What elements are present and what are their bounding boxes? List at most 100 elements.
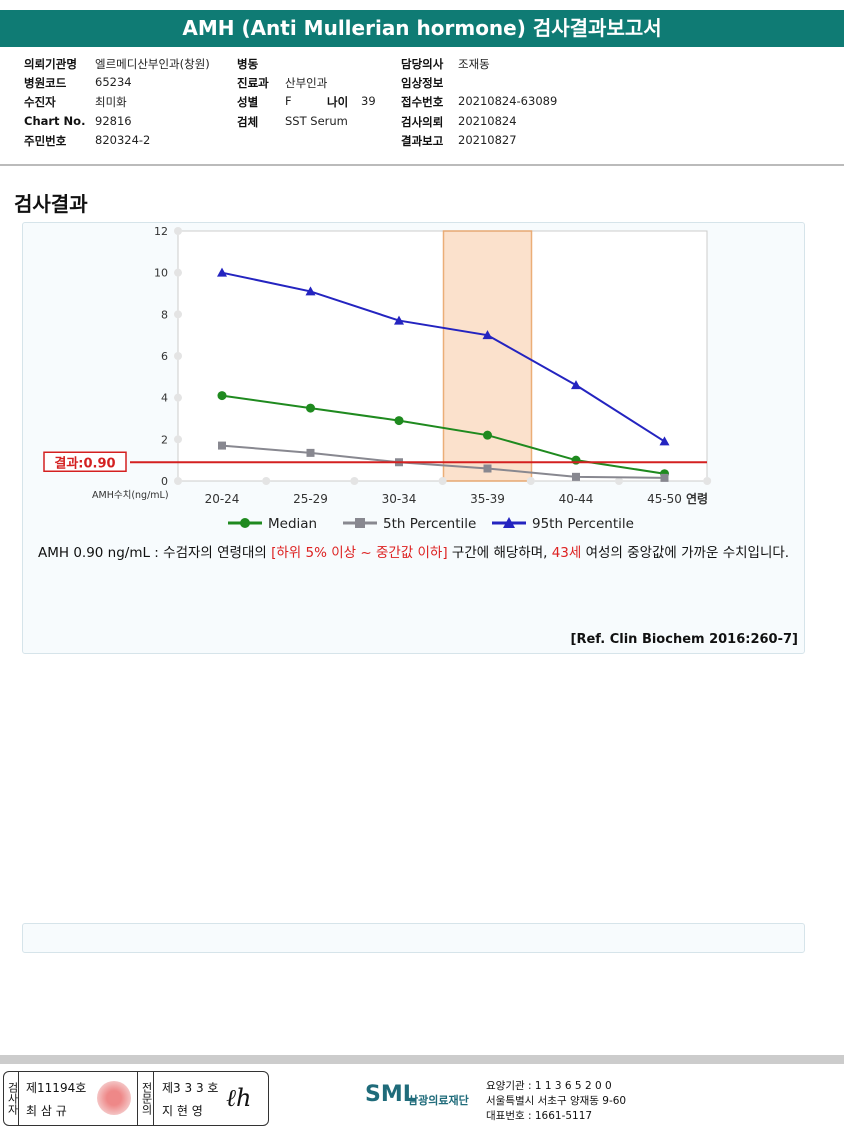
phone: 대표번호 : 1661-5117 — [486, 1110, 593, 1122]
p95-point — [394, 315, 404, 325]
footer — [0, 1055, 844, 1135]
y-tick-dot — [174, 393, 182, 402]
p95-point — [659, 436, 670, 446]
info-value: 산부인과 — [285, 76, 328, 90]
x-tick-dot — [262, 477, 271, 485]
y-tick-label: 12 — [154, 225, 168, 238]
info-label: 임상정보 — [401, 76, 444, 90]
info-value: 최미화 — [95, 95, 127, 109]
text-c: 구간에 해당하며, — [447, 545, 552, 561]
signature-icon: ℓh — [226, 1084, 252, 1112]
reference: [Ref. Clin Biochem 2016:260-7] — [570, 632, 798, 647]
text-e: 여성의 중앙값에 가까운 수치입니다. — [581, 545, 790, 561]
info-value: F — [285, 94, 292, 108]
p95-point — [305, 286, 316, 296]
legend-label: 5th Percentile — [383, 516, 476, 532]
y-tick-dot — [174, 268, 182, 277]
p95-point — [571, 380, 581, 390]
x-tick-label: 25-29 — [293, 492, 328, 506]
x-tick-dot — [615, 477, 623, 485]
doctor-no: 제3 3 3 호 — [162, 1081, 219, 1095]
plot-area — [177, 230, 708, 482]
info-value: 92816 — [95, 114, 132, 128]
y-tick-label: 10 — [154, 267, 168, 280]
median-point — [306, 403, 315, 413]
inspector-no: 제11194호 — [26, 1081, 87, 1095]
y-tick-dot — [174, 352, 182, 360]
y-tick-label: 2 — [161, 433, 168, 446]
signature-box: 검사자 제11194호 최 삼 규 전문의 제3 3 3 호 지 현 영 ℓh — [3, 1071, 269, 1126]
y-tick-label: 4 — [161, 392, 168, 405]
median-point — [217, 391, 227, 401]
info-label: 나이 — [327, 95, 349, 109]
y-tick-dot — [174, 435, 182, 444]
series-line-1 — [221, 444, 665, 479]
x-tick-label: 20-24 — [205, 492, 240, 506]
info-value: 20210824 — [458, 114, 517, 128]
median-point — [571, 455, 581, 465]
info-value: 65234 — [95, 75, 132, 89]
info-label: 검사의뢰 — [401, 115, 444, 129]
y-tick-dot — [174, 310, 182, 319]
info-value: 엘르메디산부인과(창원) — [95, 57, 210, 71]
y-tick-dot — [174, 477, 182, 485]
info-label: 성별 — [237, 95, 259, 109]
y-tick-label: 0 — [161, 475, 168, 488]
p5-point — [660, 473, 669, 482]
x-axis-label: 연령 — [686, 491, 708, 506]
x-tick-dot — [703, 477, 712, 485]
info-label: 담당의사 — [401, 57, 444, 71]
info-label: 주민번호 — [24, 134, 67, 148]
x-tick-label: 35-39 — [470, 492, 505, 506]
x-tick-dot — [438, 477, 447, 485]
sml-logo: SML — [365, 1082, 417, 1107]
report-title: AMH (Anti Mullerian hormone) 검사결과보고서 — [0, 10, 844, 47]
doctor-label: 전문의 — [137, 1072, 154, 1125]
text-age: 43세 — [551, 545, 582, 561]
info-label: 병원코드 — [24, 76, 67, 90]
p5-point — [218, 441, 226, 450]
p5-point — [572, 472, 580, 481]
info-label: 수진자 — [24, 95, 56, 109]
info-value: 39 — [361, 94, 376, 108]
text-a: AMH 0.90 ng/mL : 수검자의 연령대의 — [38, 545, 272, 561]
info-label: 결과보고 — [401, 134, 444, 148]
info-label: Chart No. — [24, 114, 86, 128]
inspector-name: 최 삼 규 — [26, 1104, 67, 1118]
doctor-name: 지 현 영 — [162, 1104, 203, 1118]
x-tick-label: 40-44 — [559, 492, 594, 506]
text-range: [하위 5% 이상 ~ 중간값 이하] — [271, 545, 448, 561]
info-value: SST Serum — [285, 114, 348, 128]
seal-icon — [97, 1081, 131, 1115]
info-label: 병동 — [237, 57, 259, 71]
legend-marker — [240, 518, 250, 528]
x-tick-dot — [526, 477, 535, 485]
empty-panel — [22, 923, 805, 953]
series-line-2 — [221, 271, 666, 443]
result-label: 결과:0.90 — [54, 455, 115, 471]
p5-point — [306, 448, 315, 457]
amh-chart: 0 2 4 6 8 10 12 20-24 25-29 30-34 35-39 40-44 45-50 연… — [43, 225, 712, 532]
result-text: AMH 0.90 ng/mL : 수검자의 연령대의 [하위 5% 이상 ~ 중… — [38, 543, 798, 564]
legend-marker — [355, 518, 365, 528]
legend-marker — [503, 517, 515, 528]
info-label: 진료과 — [237, 76, 269, 90]
info-value: 820324-2 — [95, 133, 151, 147]
legend-label: 95th Percentile — [532, 516, 634, 532]
section-title: 검사결과 — [14, 192, 88, 216]
p5-point — [483, 464, 492, 473]
info-label: 검체 — [237, 115, 259, 129]
x-tick-label: 45-50 — [647, 492, 682, 506]
p95-point — [217, 267, 227, 277]
info-value: 20210824-63089 — [458, 94, 558, 108]
median-point — [394, 416, 404, 426]
org-name: 삼광의료재단 — [408, 1094, 469, 1107]
address: 서울특별시 서초구 양재동 9-60 — [486, 1095, 627, 1107]
legend-label: Median — [268, 516, 317, 532]
institution-code: 요양기관 : 1 1 3 6 5 2 0 0 — [486, 1080, 612, 1092]
result-label-box — [43, 451, 127, 472]
patient-info: 의뢰기관명 엘르메디산부인과(창원) 병원코드 65234 수진자 최미화 Chart No… — [0, 56, 844, 166]
y-axis-label: AMH수치(ng/mL) — [92, 489, 169, 501]
p95-point — [482, 330, 493, 340]
inspector-label: 검사자 — [4, 1072, 19, 1125]
